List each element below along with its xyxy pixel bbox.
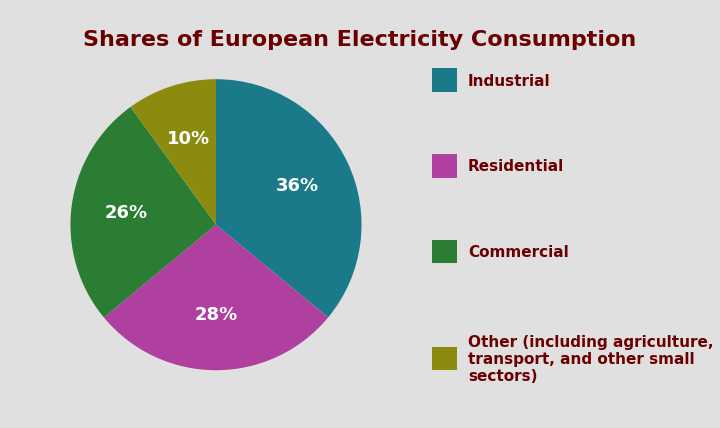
Text: 10%: 10% [166, 130, 210, 148]
Text: Shares of European Electricity Consumption: Shares of European Electricity Consumpti… [84, 30, 636, 50]
Wedge shape [130, 79, 216, 225]
Text: Other (including agriculture,
transport, and other small
sectors): Other (including agriculture, transport,… [468, 335, 714, 384]
Wedge shape [216, 79, 361, 318]
Text: Residential: Residential [468, 159, 564, 175]
Text: 26%: 26% [105, 205, 148, 223]
Wedge shape [71, 107, 216, 318]
Text: 36%: 36% [276, 177, 319, 195]
Wedge shape [104, 225, 328, 370]
Text: 28%: 28% [194, 306, 238, 324]
Text: Commercial: Commercial [468, 245, 569, 260]
Text: Industrial: Industrial [468, 74, 551, 89]
